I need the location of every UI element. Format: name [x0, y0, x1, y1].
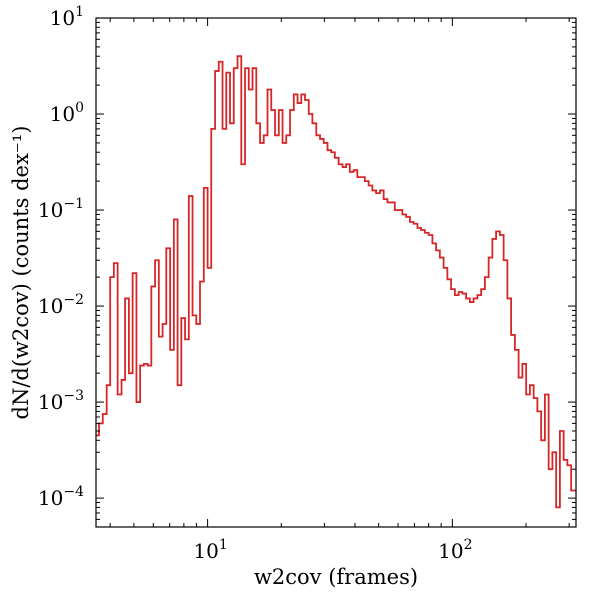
y-axis-title: dN/d(w2cov) (counts dex⁻¹)	[9, 126, 33, 420]
y-tick-label: 10−2	[38, 292, 84, 318]
y-tick-label: 100	[50, 100, 84, 126]
y-tick-label: 10−4	[38, 484, 84, 510]
x-tick-label: 101	[193, 537, 227, 563]
x-axis-title: w2cov (frames)	[254, 565, 418, 589]
axis-ticks: 101 102 101 100 10−1 10−2 10−3 10−4	[38, 4, 576, 563]
histogram-series-0	[96, 55, 576, 509]
y-tick-label: 10−1	[38, 196, 84, 222]
y-tick-label: 101	[50, 4, 84, 30]
y-tick-label: 10−3	[38, 388, 84, 414]
x-tick-label: 102	[438, 537, 472, 563]
plot-area-frame	[95, 17, 577, 528]
